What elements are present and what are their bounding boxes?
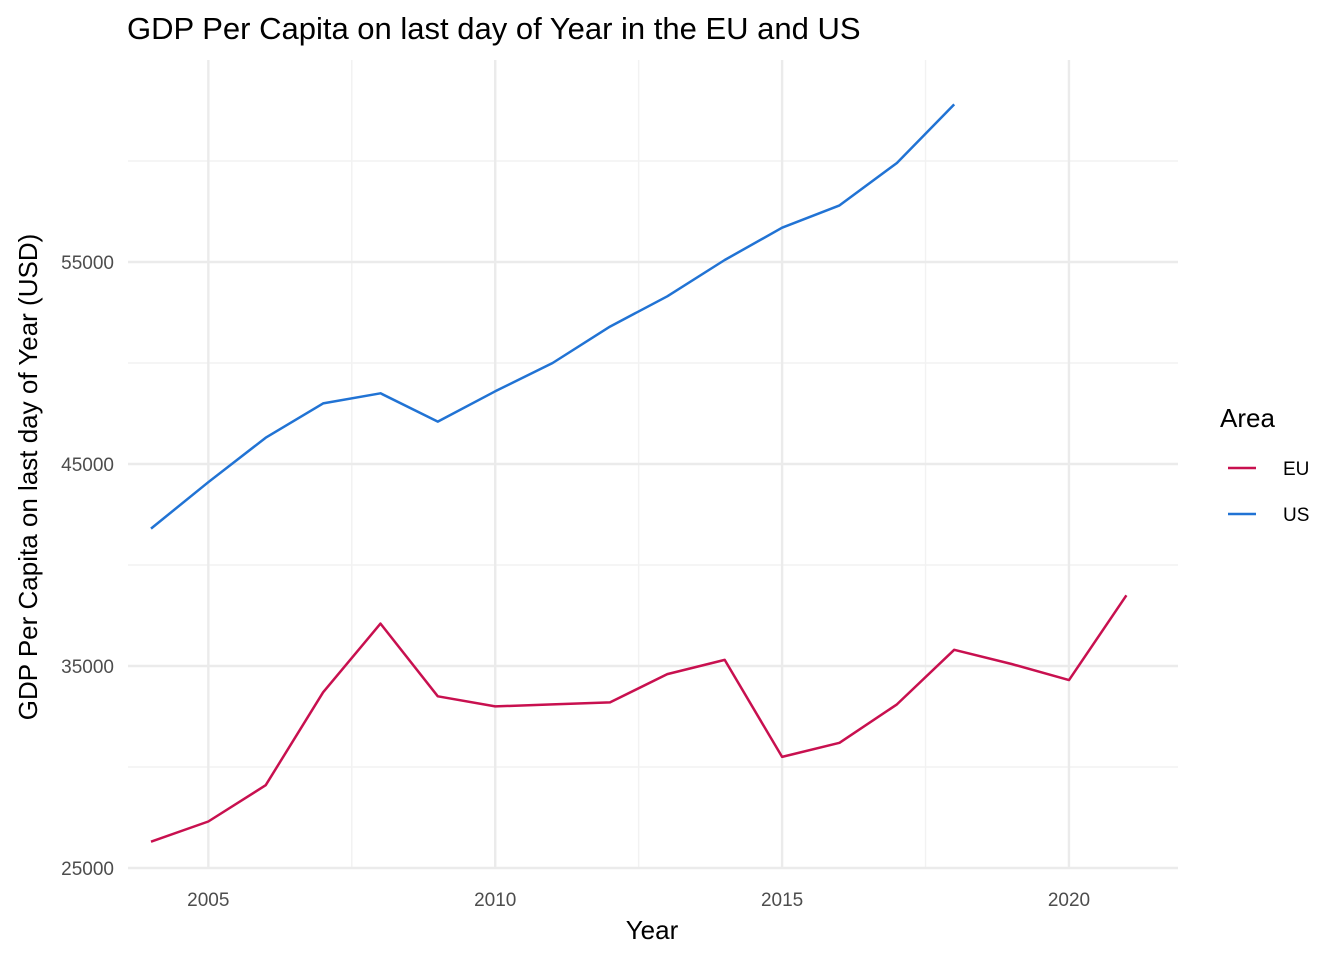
y-tick-label: 45000	[61, 455, 114, 476]
chart-title: GDP Per Capita on last day of Year in th…	[127, 11, 861, 46]
series-line-eu	[150, 594, 1128, 843]
x-axis-tick-labels: 2005 2010 2015 2020	[187, 890, 1090, 911]
series-line-us	[150, 103, 956, 530]
x-tick-label: 2010	[474, 890, 516, 911]
y-tick-label: 55000	[61, 253, 114, 274]
y-axis-title: GDP Per Capita on last day of Year (USD)	[13, 234, 43, 721]
x-axis-title: Year	[626, 915, 679, 945]
legend-title: Area	[1220, 403, 1275, 433]
legend-label-eu: EU	[1283, 459, 1309, 480]
legend-label-us: US	[1283, 505, 1309, 526]
legend: Area EU US	[1220, 403, 1309, 526]
y-axis-tick-labels: 25000 35000 45000 55000	[61, 253, 114, 880]
major-gridlines	[128, 60, 1178, 870]
x-tick-label: 2005	[187, 890, 229, 911]
minor-gridlines	[128, 60, 1178, 868]
x-tick-label: 2020	[1048, 890, 1090, 911]
y-tick-label: 35000	[61, 657, 114, 678]
series-lines	[150, 103, 1128, 843]
y-tick-label: 25000	[61, 859, 114, 880]
x-tick-label: 2015	[761, 890, 803, 911]
